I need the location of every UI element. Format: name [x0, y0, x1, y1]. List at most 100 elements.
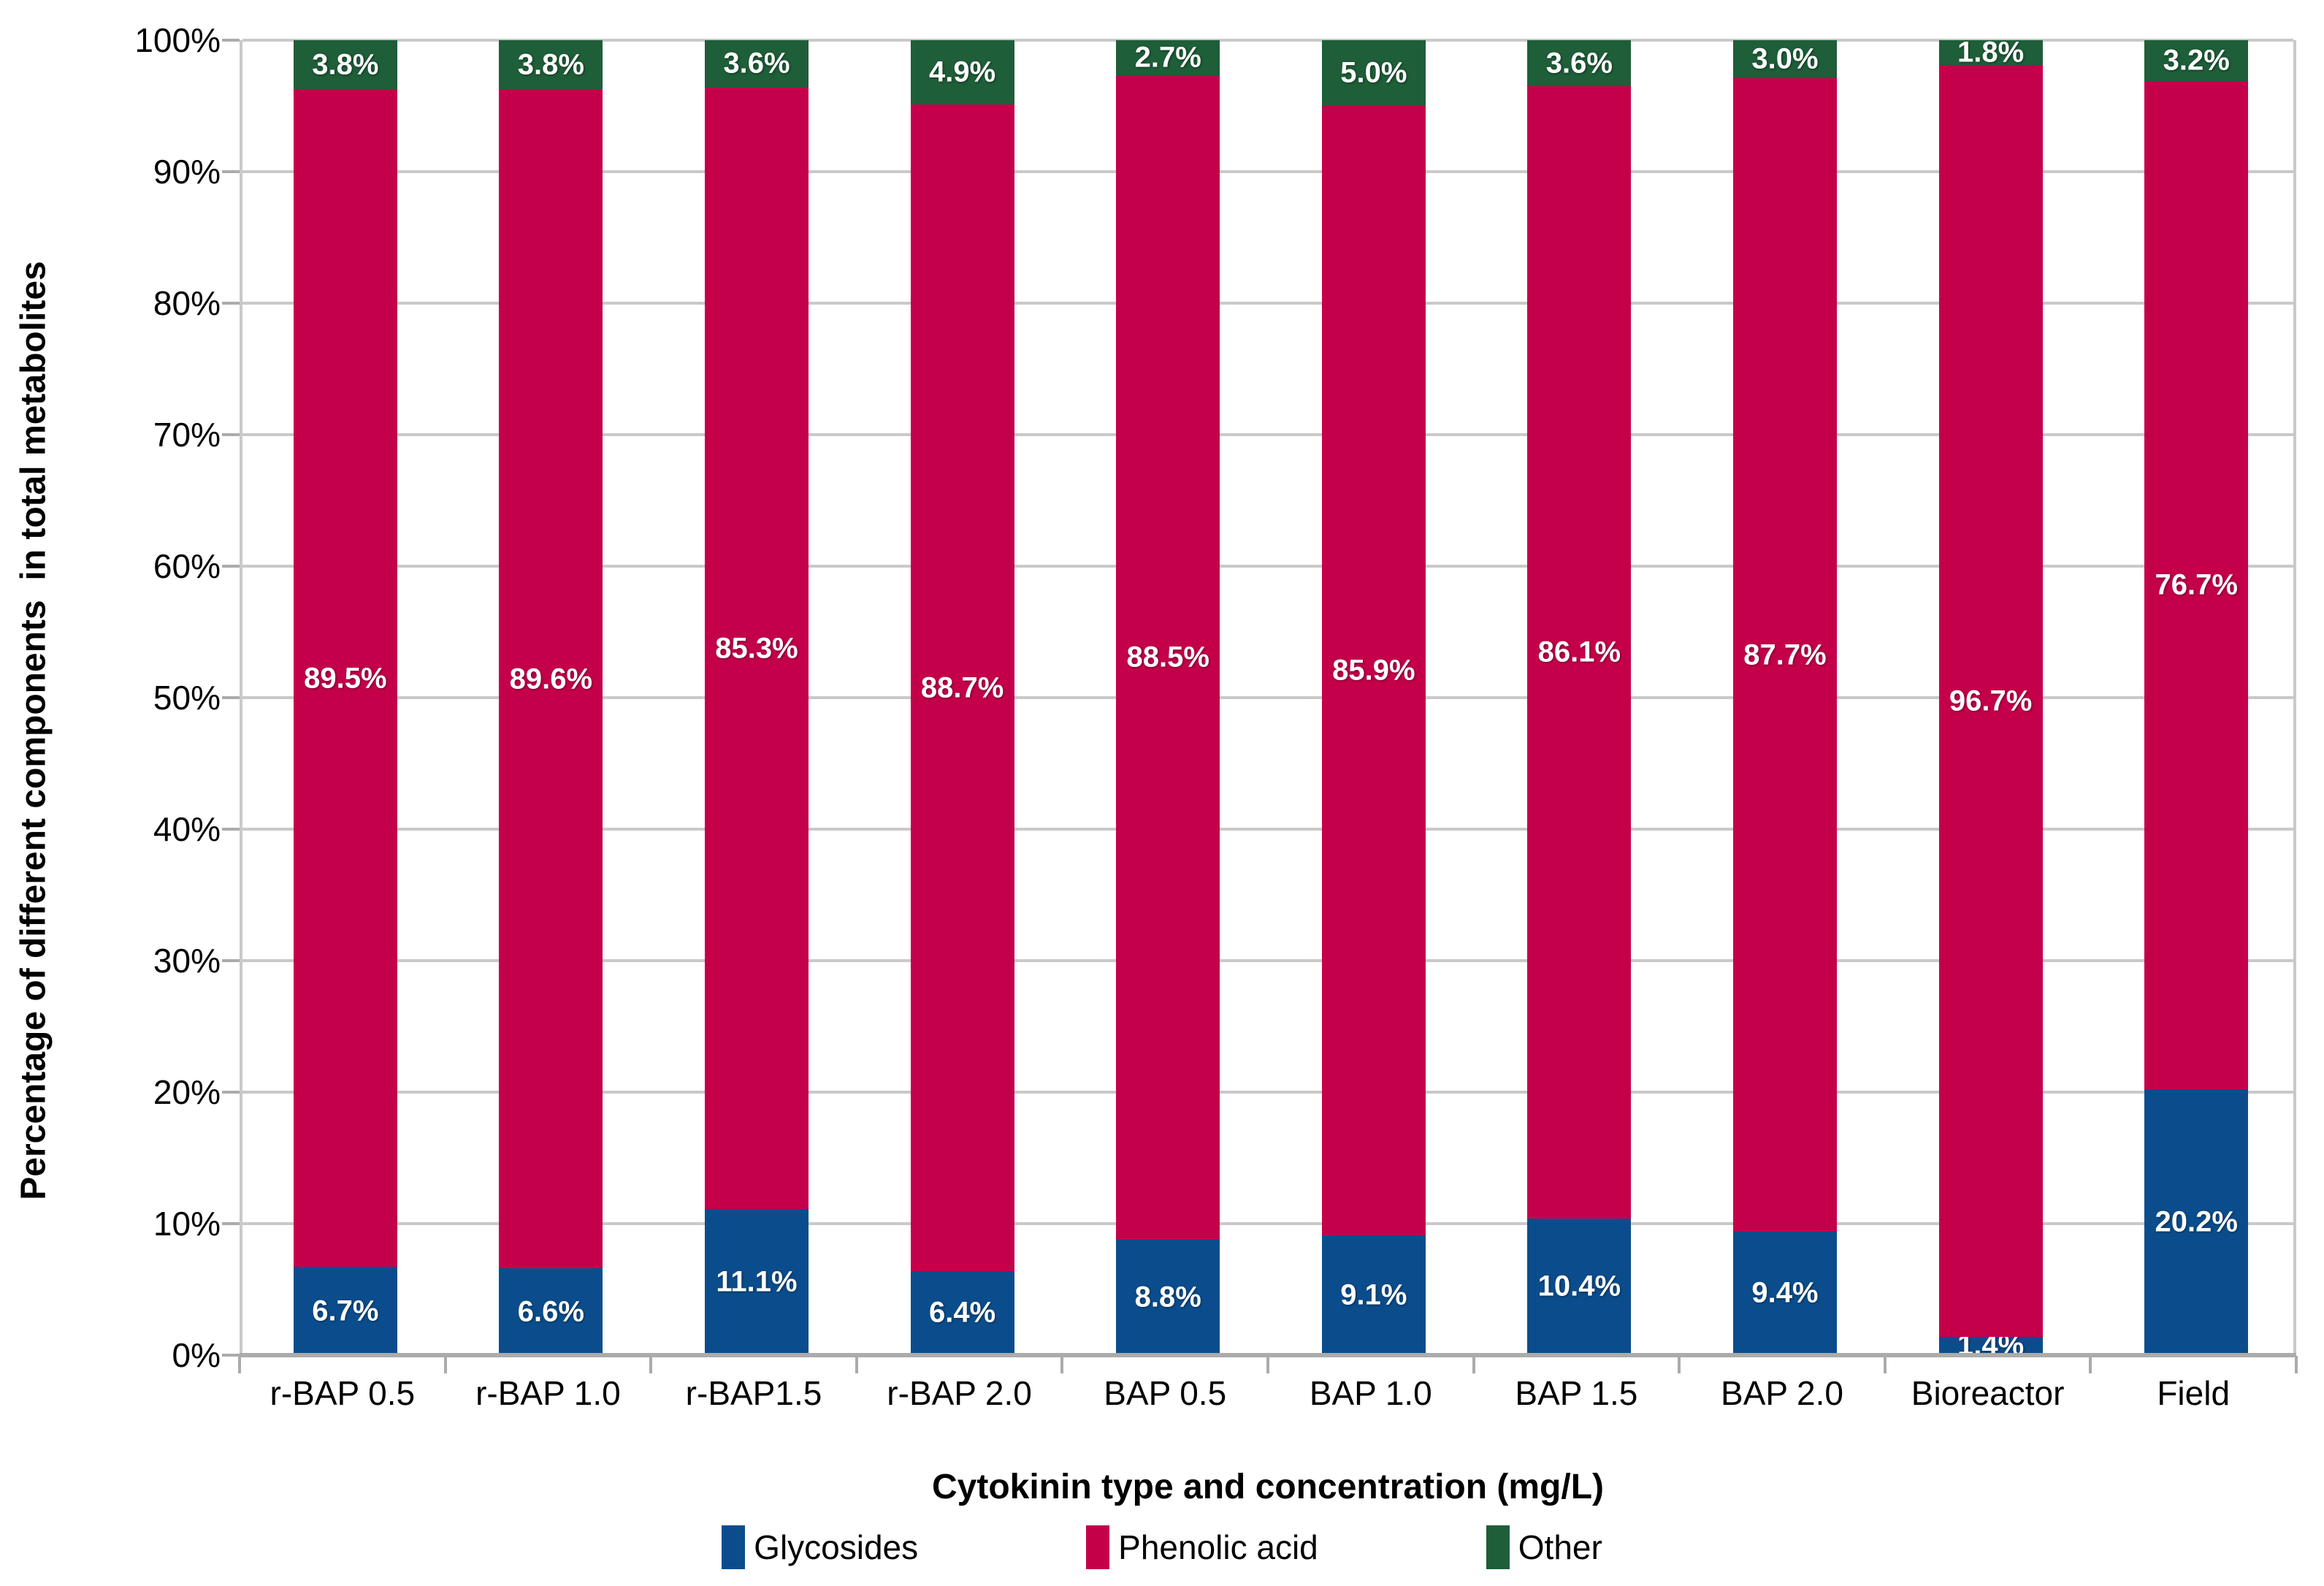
bar-segment-other: [1321, 40, 1426, 106]
x-tick-mark: [1266, 1356, 1269, 1373]
segment-value-label: 88.7%: [920, 671, 1004, 704]
x-category-label: BAP 0.5: [1104, 1374, 1227, 1412]
bar-segment-other: [293, 40, 397, 91]
bar-segment-phenolic-acid: [1733, 78, 1837, 1232]
bar-segment-glycosides: [1527, 1218, 1632, 1355]
x-category-label: Field: [2157, 1374, 2231, 1412]
y-tick-mark: [222, 39, 240, 42]
x-category-label: BAP 1.5: [1515, 1374, 1638, 1412]
gridline-30: [242, 959, 2293, 962]
legend: Glycosides Phenolic acid Other: [0, 1525, 2324, 1569]
segment-value-label: 87.7%: [1743, 638, 1827, 671]
segment-value-label: 20.2%: [2155, 1205, 2238, 1238]
bar-segment-glycosides: [499, 1268, 603, 1355]
y-tick-mark: [222, 1354, 240, 1357]
segment-value-label: 1.8%: [1957, 36, 2025, 69]
y-tick-label: 60%: [153, 547, 221, 585]
bar-segment-phenolic-acid: [705, 87, 809, 1210]
legend-item-phenolic-acid: Phenolic acid: [1086, 1525, 1318, 1569]
segment-value-label: 9.4%: [1751, 1276, 1819, 1309]
segment-value-label: 9.1%: [1340, 1278, 1407, 1311]
segment-value-label: 89.6%: [509, 663, 593, 695]
bar-segment-other: [910, 40, 1014, 105]
gridline-50: [242, 696, 2293, 699]
bar-segment-glycosides: [1938, 1336, 2043, 1355]
y-tick-label: 90%: [153, 153, 221, 191]
segment-value-label: 96.7%: [1949, 685, 2033, 717]
y-tick-label: 50%: [153, 679, 221, 717]
x-category-label: Bioreactor: [1911, 1374, 2065, 1412]
x-category-label: r-BAP1.5: [685, 1374, 822, 1412]
segment-value-label: 6.4%: [929, 1296, 996, 1329]
y-tick-mark: [222, 1222, 240, 1225]
segment-value-label: 6.6%: [517, 1295, 584, 1328]
x-tick-mark: [855, 1356, 858, 1373]
bar-segment-glycosides: [1116, 1239, 1220, 1355]
y-tick-label: 0%: [172, 1336, 221, 1374]
segment-value-label: 3.8%: [517, 48, 584, 81]
segment-value-label: 5.0%: [1340, 56, 1407, 89]
segment-value-label: 76.7%: [2155, 568, 2238, 601]
segment-value-label: 89.5%: [304, 662, 387, 695]
x-category-label: BAP 1.0: [1309, 1374, 1432, 1412]
x-axis-title: Cytokinin type and concentration (mg/L): [931, 1468, 1605, 1506]
bar-segment-glycosides: [1733, 1231, 1837, 1355]
segment-value-label: 86.1%: [1537, 636, 1621, 668]
y-axis-title: Percentage of different components in to…: [14, 261, 53, 1200]
segment-value-label: 6.7%: [312, 1295, 379, 1327]
segment-value-label: 85.3%: [715, 632, 798, 664]
legend-label: Other: [1518, 1528, 1602, 1566]
y-tick-label: 10%: [153, 1205, 221, 1243]
x-category-label: r-BAP 1.0: [475, 1374, 621, 1412]
legend-label: Phenolic acid: [1118, 1528, 1318, 1566]
bar-segment-phenolic-acid: [1938, 65, 2043, 1337]
bar-segment-other: [1116, 40, 1220, 76]
segment-value-label: 85.9%: [1332, 654, 1415, 687]
bar-segment-glycosides: [293, 1267, 397, 1355]
x-category-label: r-BAP 0.5: [270, 1374, 416, 1412]
bar-segment-glycosides: [2144, 1089, 2249, 1355]
segment-value-label: 8.8%: [1134, 1281, 1201, 1314]
x-category-label: r-BAP 2.0: [887, 1374, 1032, 1412]
segment-value-label: 3.6%: [723, 47, 790, 80]
bar-segment-other: [1938, 40, 2043, 66]
plot-area: 6.7% 89.5% 3.8% 6.6% 89.6% 3.8% 11.1% 85.3% 3.6%…: [240, 36, 2296, 1362]
bar-segment-other: [705, 40, 809, 88]
gridline-80: [242, 302, 2293, 305]
segment-value-label: 88.5%: [1126, 641, 1209, 674]
legend-marker-icon: [1486, 1525, 1510, 1569]
bar-segment-phenolic-acid: [1321, 106, 1426, 1236]
segment-value-label: 11.1%: [716, 1265, 798, 1298]
segment-value-label: 3.8%: [312, 48, 379, 81]
legend-label: Glycosides: [754, 1528, 919, 1566]
bar-segment-other: [499, 40, 603, 91]
legend-item-glycosides: Glycosides: [722, 1525, 918, 1569]
y-tick-label: 70%: [153, 416, 221, 454]
x-tick-mark: [1883, 1356, 1887, 1373]
x-tick-mark: [649, 1356, 653, 1373]
segment-value-label: 3.0%: [1751, 42, 1819, 75]
gridline-90: [242, 170, 2293, 173]
gridline-70: [242, 433, 2293, 436]
gridline-20: [242, 1091, 2293, 1094]
y-tick-label: 30%: [153, 942, 221, 980]
gridline-100: [242, 39, 2293, 42]
y-tick-label: 100%: [134, 21, 221, 59]
x-tick-mark: [443, 1356, 447, 1373]
bar-segment-glycosides: [1321, 1235, 1426, 1355]
bar-segment-phenolic-acid: [2144, 80, 2249, 1090]
y-tick-mark: [222, 828, 240, 831]
y-tick-mark: [222, 565, 240, 568]
bar-segment-phenolic-acid: [910, 104, 1014, 1271]
x-category-label: BAP 2.0: [1721, 1374, 1843, 1412]
gridline-10: [242, 1222, 2293, 1225]
bar-segment-phenolic-acid: [1116, 75, 1220, 1240]
bar-segment-other: [2144, 40, 2249, 81]
bar-segment-glycosides: [910, 1270, 1014, 1355]
x-tick-mark: [2089, 1356, 2092, 1373]
segment-value-label: 4.9%: [929, 56, 996, 88]
y-tick-mark: [222, 170, 240, 173]
x-tick-mark: [2295, 1356, 2298, 1373]
legend-marker-icon: [722, 1525, 746, 1569]
